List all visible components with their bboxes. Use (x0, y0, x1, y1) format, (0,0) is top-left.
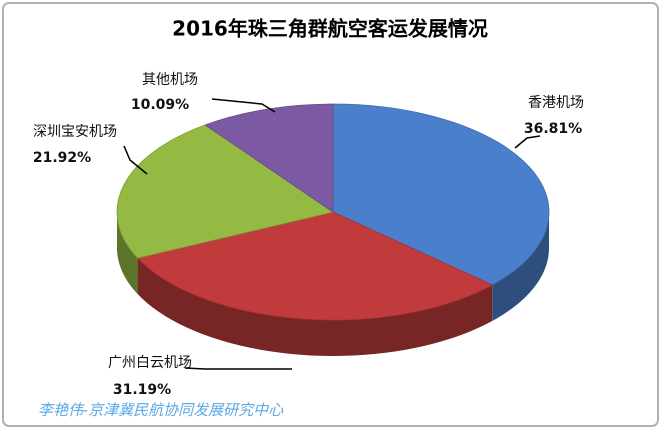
slice-value: 31.19% (113, 382, 171, 398)
slice (204, 103, 334, 213)
slice-value: 36.81% (524, 121, 582, 137)
leader-line (514, 135, 541, 149)
slice-side (117, 212, 138, 295)
leader-line (211, 98, 276, 113)
slice-label: 广州白云机场 (108, 355, 192, 371)
slice-value: 21.92% (33, 150, 91, 166)
slice-label: 其他机场 (142, 72, 198, 88)
leader-line (123, 145, 148, 175)
slice (136, 211, 494, 321)
slice-side (492, 212, 549, 321)
chart-title: 2016年珠三角群航空客运发展情况 (172, 17, 488, 41)
slice (116, 124, 334, 259)
slice (332, 103, 550, 286)
slice-side (137, 258, 493, 356)
slice-value: 10.09% (131, 97, 189, 113)
leader-line (184, 367, 292, 370)
slice-label: 香港机场 (528, 95, 584, 111)
watermark: 李艳伟-京津冀民航协同发展研究中心 (38, 401, 284, 419)
slice-label: 深圳宝安机场 (33, 124, 117, 140)
